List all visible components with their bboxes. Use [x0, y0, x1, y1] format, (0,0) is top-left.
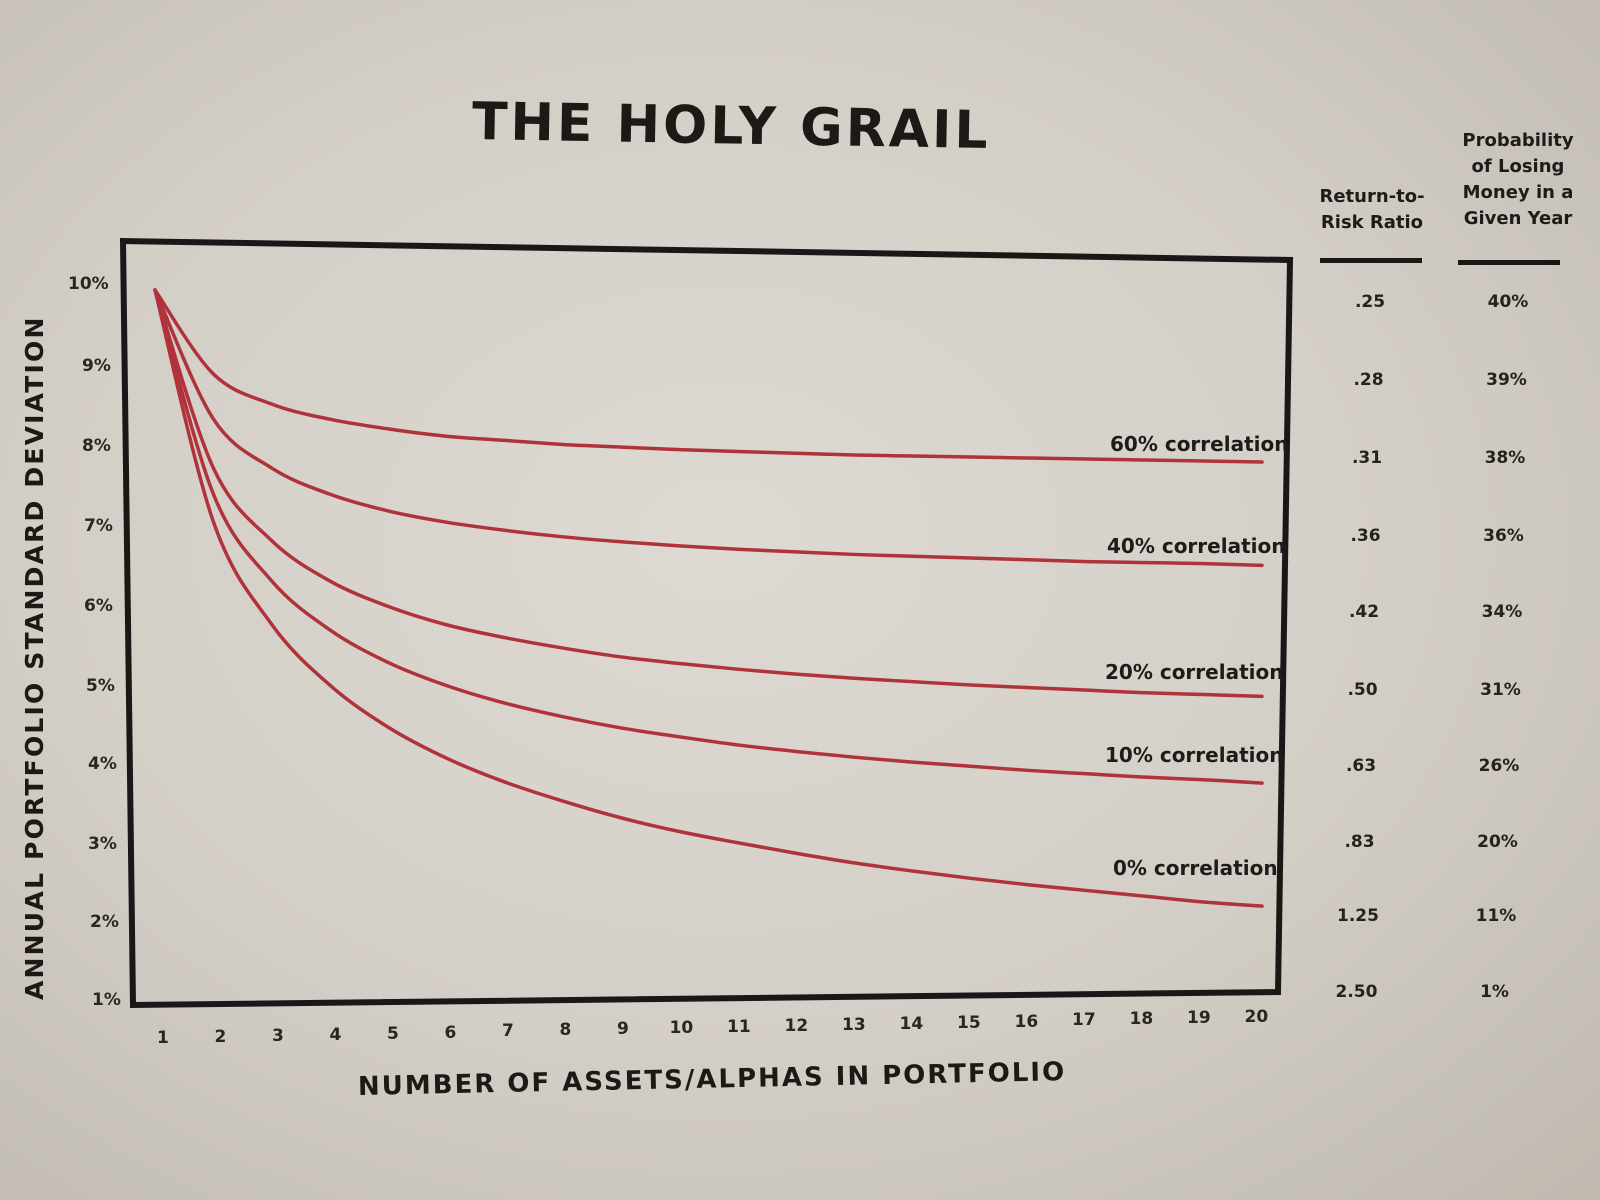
probability-cell: 38%: [1484, 448, 1526, 468]
series-label-40: 40% correlation: [1107, 534, 1286, 558]
series-label-60: 60% correlation: [1110, 432, 1289, 456]
x-tick-label: 13: [842, 1014, 866, 1035]
y-tick-label: 10%: [68, 274, 109, 294]
ratio-cell: 1.25: [1337, 906, 1379, 926]
y-tick-label: 6%: [84, 596, 113, 616]
ratio-cell: .83: [1344, 832, 1375, 852]
series-label-0: 0% correlation: [1113, 856, 1278, 880]
x-tick-label: 18: [1129, 1009, 1154, 1030]
series-line-4: [153, 288, 1264, 908]
y-tick-label: 8%: [82, 436, 111, 456]
probability-cell: 26%: [1478, 756, 1520, 776]
y-tick-label: 9%: [82, 356, 111, 376]
x-tick-label: 8: [559, 1020, 572, 1041]
probability-column-header: Probability of Losing Money in a Given Y…: [1462, 130, 1574, 229]
x-tick-label: 3: [272, 1025, 284, 1046]
series-label-10: 10% correlation: [1105, 743, 1284, 767]
plot-frame: [119, 237, 1294, 1009]
series-line-2: [153, 288, 1264, 699]
x-tick-label: 17: [1072, 1010, 1096, 1031]
ratio-cell: .28: [1353, 370, 1384, 390]
probability-cell: 36%: [1483, 526, 1524, 546]
ratio-cell: .31: [1351, 448, 1383, 468]
ratio-header-rule: [1320, 258, 1422, 263]
x-tick-label: 19: [1187, 1008, 1211, 1029]
correlation-curves: [153, 288, 1264, 908]
probability-cell: 11%: [1475, 906, 1517, 926]
ratio-cell: .36: [1350, 526, 1381, 546]
x-tick-label: 9: [617, 1019, 629, 1040]
y-tick-label: 7%: [84, 516, 113, 536]
x-tick-label: 11: [727, 1017, 751, 1037]
ratio-column-header: Return-to- Risk Ratio: [1319, 186, 1425, 233]
ratio-cell: .50: [1347, 680, 1378, 700]
y-tick-label: 2%: [90, 912, 119, 932]
probability-cell: 20%: [1477, 832, 1518, 852]
x-tick-label: 1: [157, 1028, 169, 1048]
x-tick-label: 6: [444, 1022, 457, 1043]
ratio-cell: .42: [1348, 602, 1380, 622]
x-tick-label: 12: [784, 1015, 809, 1036]
series-label-20: 20% correlation: [1105, 660, 1284, 684]
probability-header-rule: [1458, 260, 1560, 265]
x-tick-label: 20: [1244, 1007, 1269, 1028]
x-tick-label: 5: [387, 1023, 399, 1044]
probability-cell: 31%: [1480, 680, 1521, 700]
series-line-1: [153, 288, 1264, 568]
x-tick-label: 2: [214, 1026, 227, 1047]
y-tick-label: 5%: [86, 676, 115, 696]
y-tick-label: 1%: [92, 990, 121, 1010]
x-tick-label: 10: [669, 1018, 694, 1039]
y-tick-label: 3%: [88, 834, 117, 854]
ratio-cell: 2.50: [1335, 982, 1378, 1002]
x-tick-label: 15: [957, 1012, 981, 1033]
probability-cell: 40%: [1487, 292, 1529, 312]
ratio-cell: .25: [1354, 292, 1386, 312]
x-tick-label: 16: [1014, 1011, 1039, 1032]
series-line-3: [153, 288, 1264, 785]
probability-cell: 1%: [1480, 982, 1509, 1002]
x-tick-label: 14: [899, 1013, 924, 1034]
ratio-cell: .63: [1345, 756, 1377, 776]
series-line-0: [153, 288, 1264, 464]
probability-cell: 39%: [1486, 370, 1527, 390]
y-tick-label: 4%: [88, 754, 117, 774]
x-tick-label: 7: [502, 1021, 514, 1042]
probability-cell: 34%: [1481, 602, 1523, 622]
x-tick-label: 4: [329, 1024, 342, 1045]
